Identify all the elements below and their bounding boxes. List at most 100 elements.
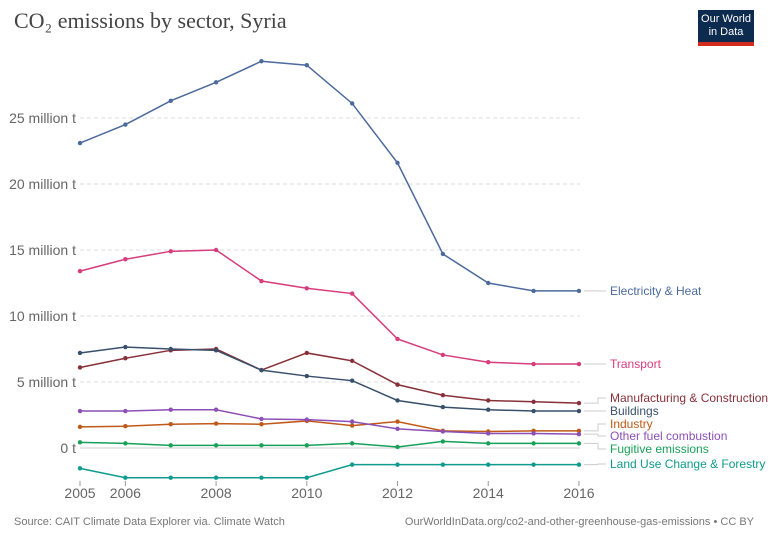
data-point bbox=[531, 431, 536, 436]
x-tick-label: 2014 bbox=[473, 485, 504, 501]
data-point bbox=[213, 421, 219, 426]
label-connector bbox=[584, 397, 606, 404]
data-point bbox=[213, 475, 219, 480]
data-point bbox=[486, 462, 491, 467]
data-point bbox=[213, 348, 219, 353]
data-point bbox=[168, 475, 173, 480]
data-point bbox=[349, 101, 355, 106]
data-point bbox=[168, 422, 173, 427]
data-point bbox=[123, 408, 128, 414]
data-point bbox=[123, 356, 128, 361]
y-tick-label: 0 t bbox=[60, 440, 76, 456]
series-label: Fugitive emissions bbox=[610, 442, 709, 456]
data-point bbox=[213, 247, 219, 253]
data-point bbox=[123, 122, 128, 127]
data-point bbox=[395, 444, 400, 450]
data-point bbox=[77, 440, 83, 445]
data-point bbox=[77, 424, 83, 430]
series-line bbox=[79, 463, 579, 479]
series-line bbox=[79, 60, 579, 292]
data-point bbox=[486, 398, 491, 403]
data-point bbox=[576, 288, 582, 294]
data-point bbox=[213, 407, 219, 412]
series-label: Manufacturing & Construction bbox=[610, 391, 768, 405]
data-point bbox=[304, 417, 309, 422]
data-point bbox=[395, 419, 400, 424]
x-tick-label: 2005 bbox=[64, 485, 95, 501]
series-line bbox=[79, 420, 579, 433]
y-tick-label: 15 million t bbox=[9, 242, 76, 258]
x-tick-label: 2006 bbox=[110, 485, 141, 501]
data-point bbox=[531, 399, 536, 404]
data-point bbox=[395, 160, 400, 166]
data-point bbox=[486, 360, 491, 365]
x-tick-label: 2008 bbox=[201, 485, 232, 501]
data-point bbox=[440, 251, 446, 257]
series-line bbox=[80, 408, 579, 435]
data-point bbox=[349, 423, 355, 428]
data-point bbox=[349, 358, 355, 364]
x-tick-label: 2012 bbox=[382, 485, 413, 501]
series-label: Buildings bbox=[610, 404, 659, 418]
data-point bbox=[531, 288, 536, 294]
data-point bbox=[123, 257, 128, 262]
footer-url[interactable]: OurWorldInData.org/co2-and-other-greenho… bbox=[404, 516, 754, 528]
data-point bbox=[259, 422, 264, 427]
data-point bbox=[395, 336, 400, 342]
data-point bbox=[486, 431, 491, 436]
y-tick-label: 20 million t bbox=[9, 176, 76, 192]
data-point bbox=[395, 382, 400, 387]
data-point bbox=[168, 407, 173, 412]
data-point bbox=[304, 62, 309, 68]
data-point bbox=[123, 441, 128, 446]
data-point bbox=[168, 249, 173, 254]
data-point bbox=[486, 280, 491, 286]
data-point bbox=[395, 398, 400, 403]
data-point bbox=[123, 424, 128, 429]
label-connector bbox=[584, 463, 606, 466]
data-point bbox=[531, 361, 536, 367]
data-point bbox=[440, 439, 446, 444]
data-point bbox=[304, 286, 309, 291]
data-point bbox=[259, 475, 264, 480]
data-point bbox=[440, 352, 446, 358]
owid-logo[interactable]: Our World in Data bbox=[698, 10, 754, 46]
y-tick-label: 5 million t bbox=[17, 374, 76, 390]
data-point bbox=[259, 367, 264, 373]
series-line bbox=[79, 348, 579, 404]
data-point bbox=[440, 462, 446, 467]
data-point bbox=[259, 443, 264, 448]
series-label: Other fuel combustion bbox=[610, 429, 727, 443]
label-connector bbox=[584, 433, 606, 437]
data-point bbox=[395, 426, 400, 432]
y-tick-label: 10 million t bbox=[9, 308, 76, 324]
data-point bbox=[77, 140, 83, 146]
data-point bbox=[123, 344, 128, 350]
data-point bbox=[576, 400, 582, 406]
data-point bbox=[576, 462, 582, 467]
data-point bbox=[349, 291, 355, 296]
data-point bbox=[486, 441, 491, 446]
label-connector bbox=[584, 423, 606, 432]
series-label: Land Use Change & Forestry bbox=[610, 457, 765, 471]
data-point bbox=[259, 416, 264, 422]
series-line bbox=[79, 346, 579, 412]
x-tick-label: 2010 bbox=[291, 485, 322, 501]
data-point bbox=[304, 475, 309, 480]
data-point bbox=[304, 350, 309, 356]
y-tick-label: 25 million t bbox=[9, 110, 76, 126]
data-point bbox=[77, 408, 83, 414]
data-point bbox=[531, 462, 536, 467]
label-connector bbox=[584, 442, 606, 450]
data-point bbox=[168, 443, 173, 448]
series-line bbox=[79, 249, 579, 365]
data-point bbox=[77, 365, 83, 370]
data-point bbox=[77, 350, 83, 356]
data-point bbox=[168, 98, 173, 104]
data-point bbox=[440, 404, 446, 410]
data-point bbox=[576, 431, 582, 437]
data-point bbox=[77, 466, 83, 471]
data-point bbox=[259, 278, 264, 284]
